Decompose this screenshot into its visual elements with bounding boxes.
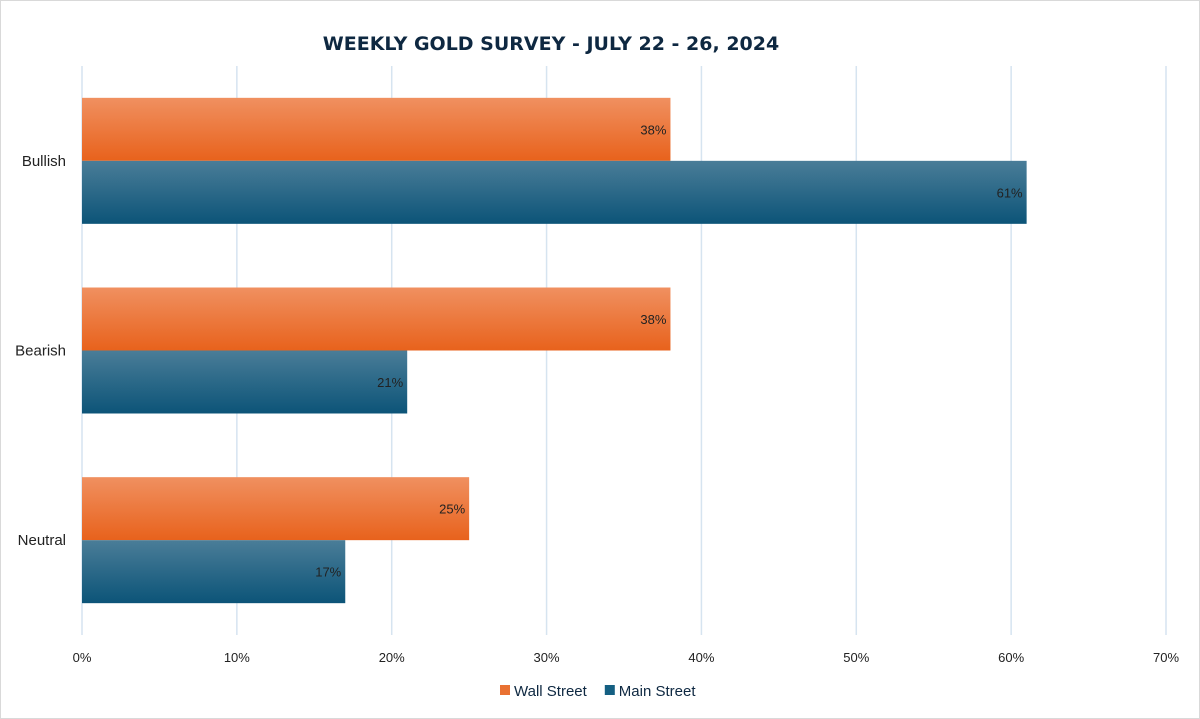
legend-swatch (604, 685, 615, 695)
bar-main-street (82, 160, 1027, 224)
data-label: 61% (997, 185, 1023, 200)
bar-main-street (82, 540, 346, 604)
legend-label: Main Street (619, 683, 697, 700)
x-tick-label: 60% (998, 650, 1024, 665)
legend-label: Wall Street (514, 683, 588, 700)
x-tick-label: 10% (224, 650, 250, 665)
data-label: 25% (439, 502, 465, 517)
data-label: 17% (315, 565, 341, 580)
x-tick-label: 30% (534, 650, 560, 665)
x-tick-label: 0% (73, 650, 92, 665)
legend-swatch (500, 685, 510, 695)
category-label: Bullish (22, 153, 66, 170)
category-label: Neutral (18, 532, 66, 549)
data-label: 38% (640, 122, 666, 137)
bar-main-street (82, 350, 408, 414)
bar-wall-street (82, 97, 671, 161)
data-label: 38% (640, 312, 666, 327)
x-tick-label: 70% (1153, 650, 1179, 665)
data-label: 21% (377, 375, 403, 390)
chart-title: WEEKLY GOLD SURVEY - JULY 22 - 26, 2024 (323, 33, 779, 55)
x-tick-label: 50% (843, 650, 869, 665)
bar-wall-street (82, 477, 470, 541)
bar-wall-street (82, 287, 671, 351)
category-label: Bearish (15, 343, 66, 360)
x-tick-label: 40% (688, 650, 714, 665)
x-tick-label: 20% (379, 650, 405, 665)
